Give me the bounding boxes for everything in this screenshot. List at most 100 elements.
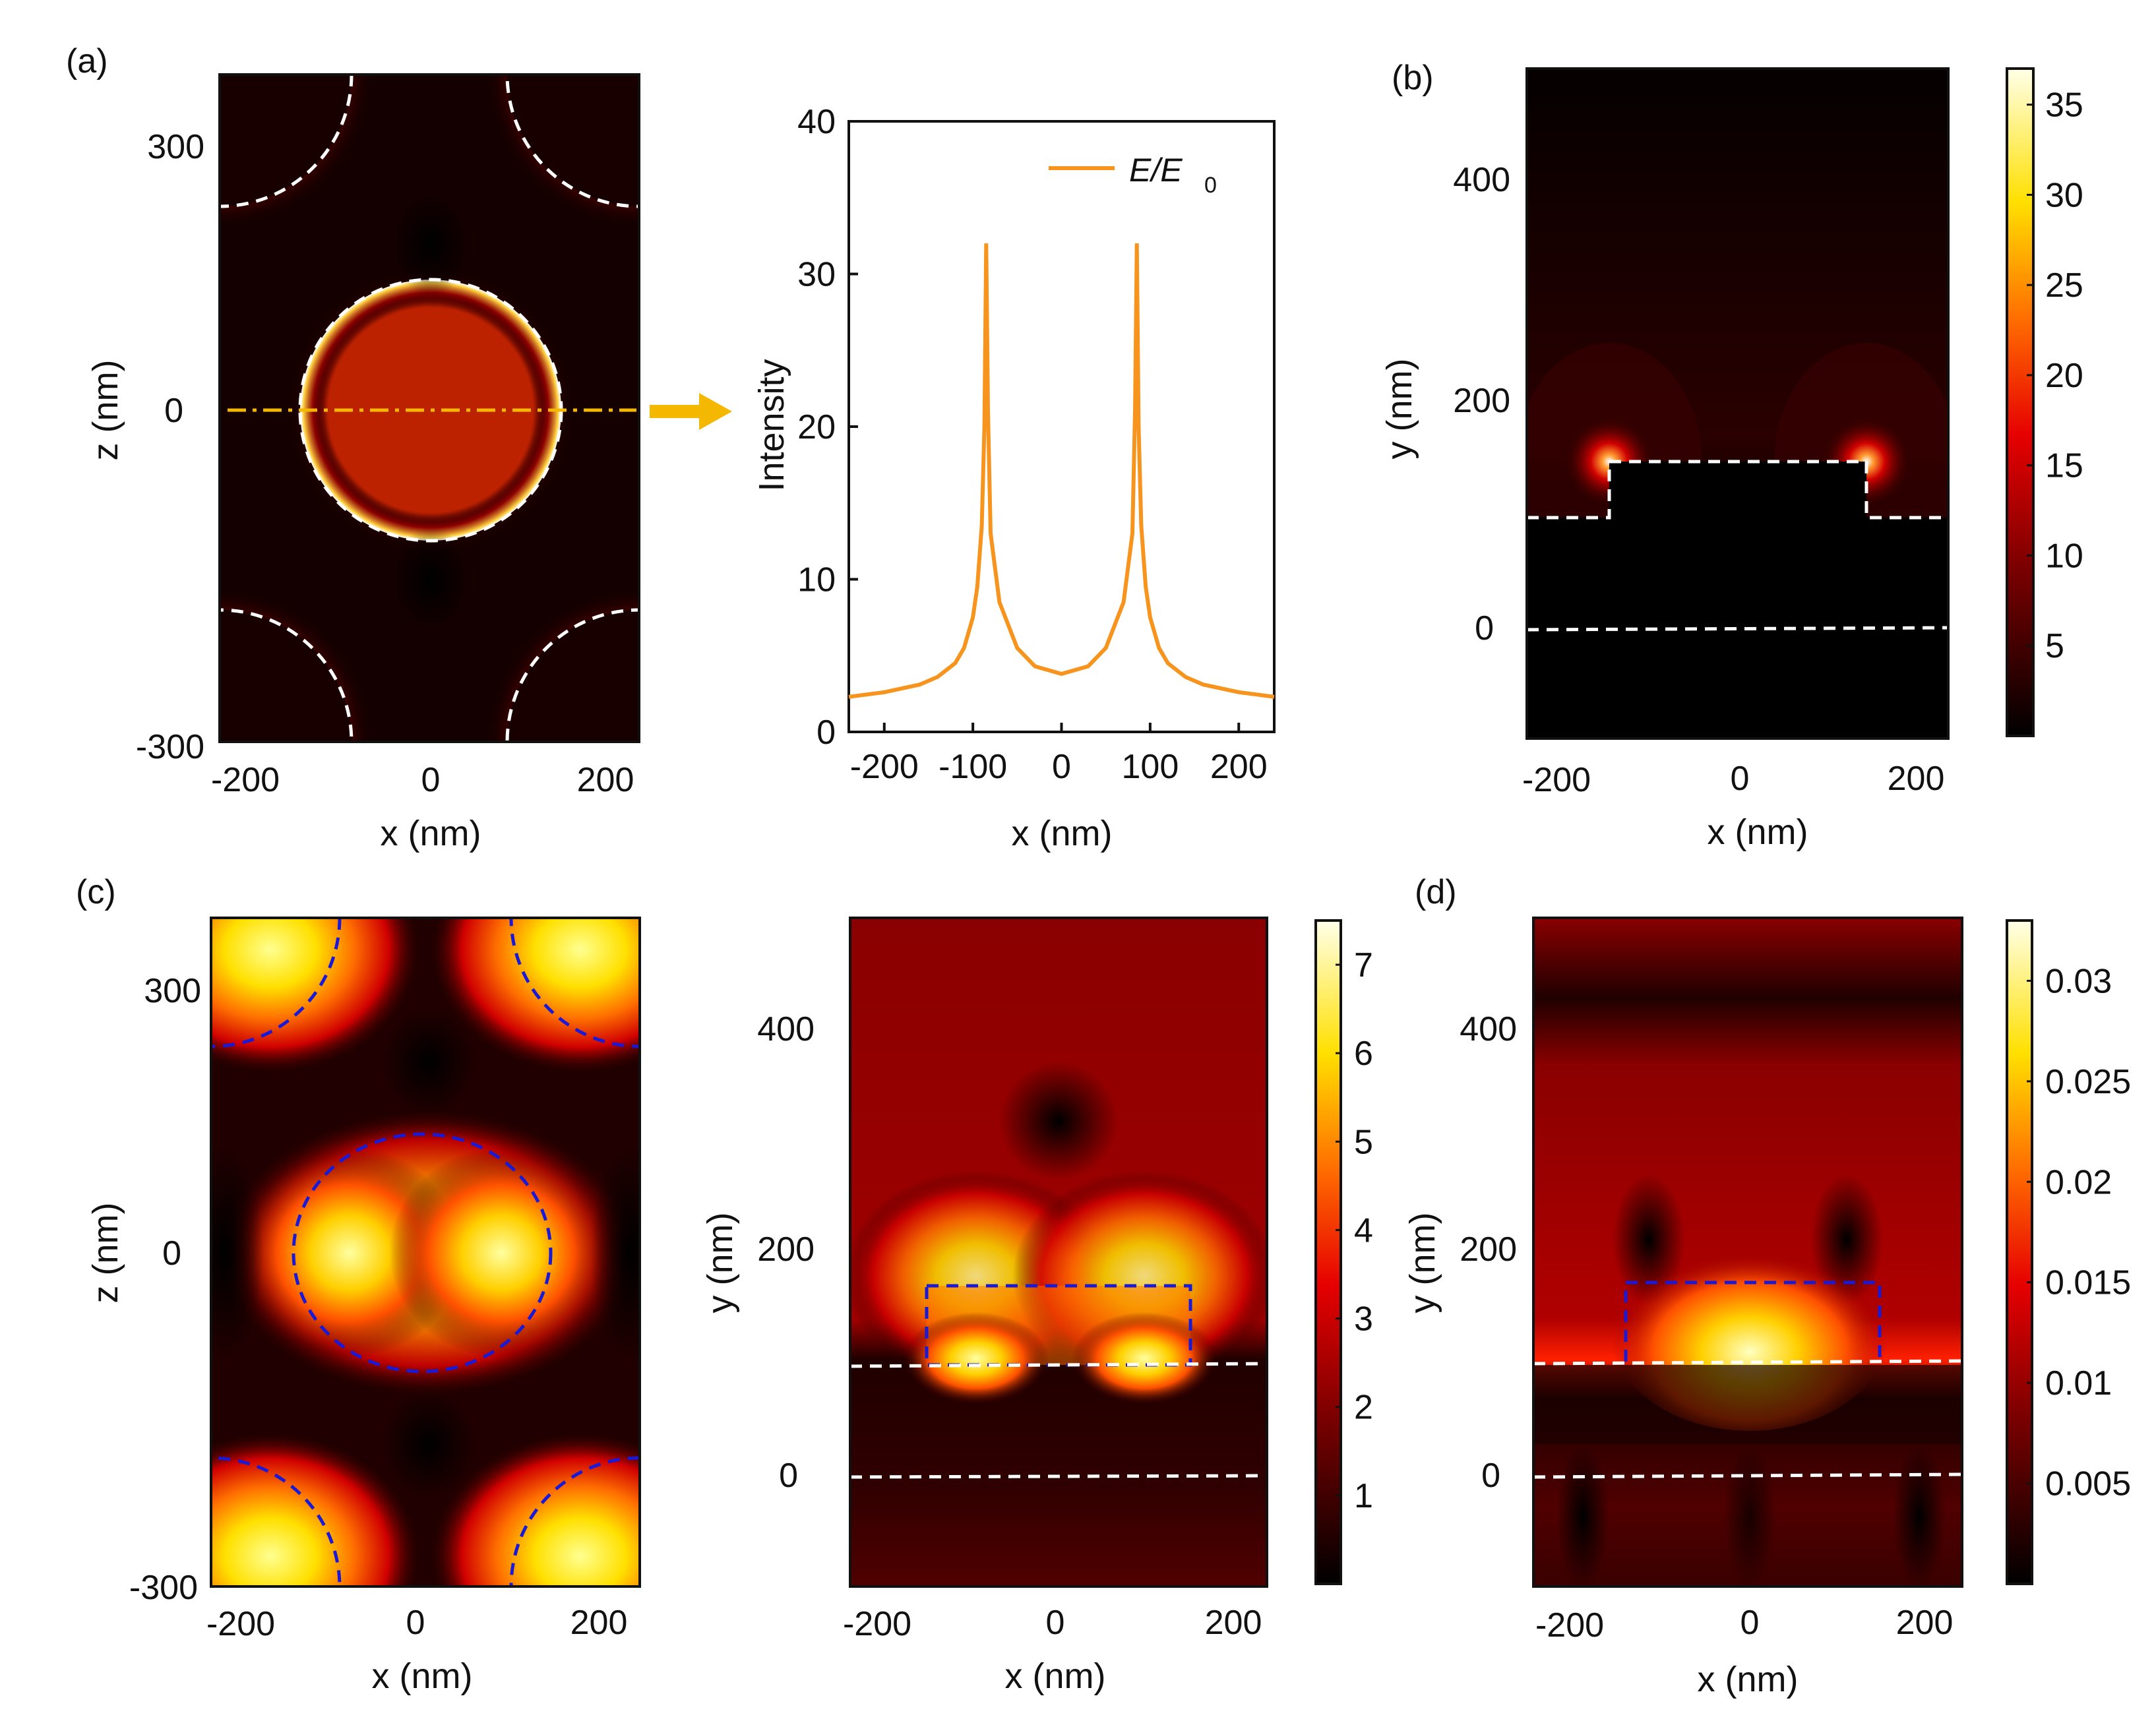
tick-label: 200: [570, 1604, 628, 1642]
colorbar-tick-label: 0.015: [2045, 1264, 2131, 1302]
z-axis-label: z (nm): [86, 360, 125, 461]
tick-label: 0: [164, 392, 183, 430]
tick-label: -200: [206, 1605, 275, 1643]
interface-line: [1533, 1359, 1962, 1366]
tick-label: -200: [843, 1605, 911, 1643]
interface-line: [850, 1362, 1267, 1368]
colorbar-tick-label: 15: [2045, 447, 2083, 485]
x-axis-label: x (nm): [1708, 812, 1808, 852]
colorbar-tick-label: 3: [1354, 1300, 1373, 1339]
tick-label: 200: [1205, 1604, 1262, 1642]
x-tick-label: 200: [1210, 748, 1268, 786]
colorbar-tick-label: 35: [2045, 86, 2083, 125]
tick-label: 300: [147, 128, 204, 166]
colorbar-tick-label: 0.02: [2045, 1163, 2112, 1201]
tick-label: 0: [421, 761, 441, 799]
tick-label: 200: [1896, 1604, 1954, 1642]
tick-label: 200: [577, 761, 634, 799]
structure-outline: [1527, 460, 1948, 520]
tick-label: 200: [757, 1230, 815, 1269]
tick-label: -300: [129, 1569, 198, 1607]
panel-c-left: (c) -200 0 200 300 0: [76, 873, 641, 1696]
x-tick-label: 0: [1052, 748, 1071, 786]
z-axis-label: z (nm): [86, 1203, 125, 1304]
tick-label: 200: [1460, 1230, 1517, 1269]
y-tick-label: 30: [797, 256, 836, 294]
colorbar-d: [2006, 919, 2033, 1585]
colorbar-tick-label: 0.01: [2045, 1364, 2112, 1403]
tick-label: 0: [1731, 760, 1750, 798]
panel-a-line: -200 -100 0 100 200 0 10 20 30 40 E/E 0 x (nm) In…: [752, 103, 1276, 853]
y-axis-label: y (nm): [1403, 1213, 1442, 1313]
x-axis-label: x (nm): [1005, 1656, 1106, 1696]
colorbar-tick-label: 0.025: [2045, 1063, 2131, 1101]
colorbar-tick-label: 10: [2045, 537, 2083, 575]
colorbar-tick-label: 5: [2045, 627, 2064, 665]
colorbar-tick-label: 25: [2045, 266, 2083, 305]
panel-c-right: -200 0 200 400 200 0 x (nm) y (nm) 7 6 5 4 3…: [700, 917, 1373, 1696]
legend: E/E 0: [1049, 152, 1217, 198]
legend-label-sub: 0: [1204, 173, 1217, 198]
colorbar-tick-label: 0.005: [2045, 1465, 2131, 1503]
structure-outline: [1624, 1281, 1882, 1362]
tick-label: -300: [136, 728, 204, 766]
y-tick-label: 10: [797, 561, 836, 599]
y-axis-label: y (nm): [1380, 359, 1419, 460]
tick-label: 400: [1453, 161, 1510, 199]
particle-outline: [292, 1132, 553, 1374]
arrow-to-profile: [650, 393, 732, 430]
y-axis-label: y (nm): [700, 1213, 740, 1313]
panel-label-d: (d): [1415, 873, 1457, 911]
tick-label: 0: [779, 1457, 798, 1495]
line-ticks: -200 -100 0 100 200 0 10 20 30 40: [797, 103, 1267, 786]
tick-label: 400: [757, 1010, 815, 1048]
y-tick-label: 0: [816, 713, 836, 752]
a-map-xticks: -200 0 200: [211, 761, 634, 799]
panel-label-c: (c): [76, 873, 116, 911]
colorbar-tick-label: 6: [1354, 1035, 1373, 1073]
panel-d: (d) -200 0 200 400 200 0 x (nm) y (nm) 0…: [1403, 873, 2131, 1699]
x-axis-label: x (nm): [381, 814, 481, 853]
tick-label: 0: [406, 1604, 425, 1642]
colorbar-tick-label: 5: [1354, 1123, 1373, 1161]
tick-label: 300: [144, 972, 201, 1010]
panel-label-b: (b): [1392, 59, 1434, 97]
x-axis-label: x (nm): [372, 1656, 473, 1696]
substrate-line: [1533, 1472, 1962, 1479]
y-axis-label: Intensity: [752, 359, 791, 491]
tick-label: -200: [1522, 761, 1591, 799]
colorbar-tick-label: 7: [1354, 946, 1373, 984]
x-tick-label: 100: [1121, 748, 1179, 786]
x-tick-label: -200: [850, 748, 919, 786]
y-tick-label: 20: [797, 408, 836, 446]
tick-label: -200: [211, 761, 280, 799]
tick-label: 0: [1481, 1457, 1500, 1495]
tick-label: 400: [1460, 1010, 1517, 1048]
substrate-line: [850, 1474, 1267, 1479]
tick-label: 0: [1475, 609, 1494, 648]
y-tick-label: 40: [797, 103, 836, 141]
tick-label: 0: [1046, 1604, 1065, 1642]
tick-label: 200: [1453, 382, 1510, 420]
tick-label: 0: [162, 1234, 181, 1273]
colorbar-tick-label: 20: [2045, 357, 2083, 395]
tick-label: -200: [1535, 1606, 1604, 1645]
x-axis-label: x (nm): [1012, 814, 1113, 853]
colorbar-tick-label: 1: [1354, 1477, 1373, 1515]
colorbar-tick-label: 30: [2045, 176, 2083, 214]
legend-label: E/E: [1129, 152, 1183, 189]
panel-b: (b) -200 0 200 400 200 0 x (nm) y (nm) 3…: [1380, 59, 2083, 852]
intensity-series-line: [848, 243, 1275, 699]
substrate-line: [1527, 626, 1948, 632]
panel-label-a: (a): [66, 42, 108, 80]
a-map-zticks: 300 0 -300: [136, 128, 204, 766]
colorbar-c: [1314, 919, 1342, 1585]
x-tick-label: -100: [939, 748, 1007, 786]
colorbar-tick-label: 0.03: [2045, 962, 2112, 1000]
colorbar-b: [2006, 67, 2035, 737]
colorbar-tick-label: 4: [1354, 1211, 1373, 1250]
x-axis-label: x (nm): [1698, 1660, 1799, 1699]
colorbar-tick-label: 2: [1354, 1389, 1373, 1427]
tick-label: 0: [1740, 1604, 1760, 1642]
